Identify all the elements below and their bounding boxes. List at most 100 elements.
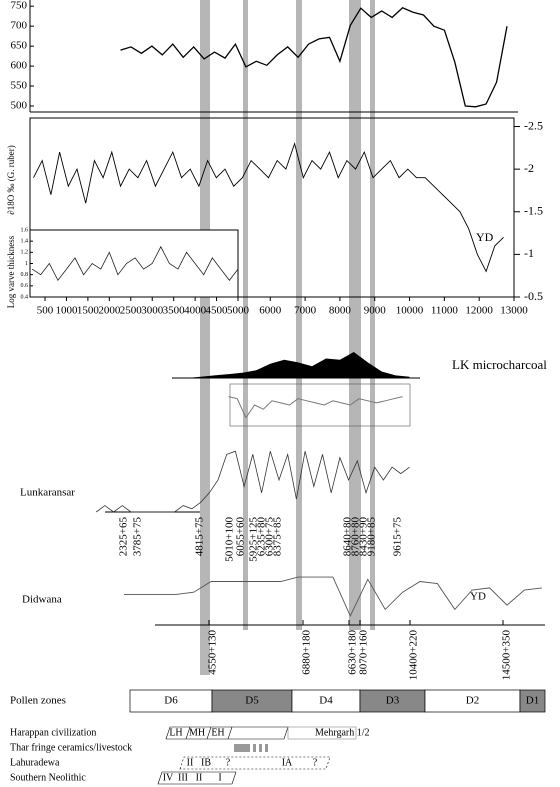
x-tick-label: 8000	[329, 305, 352, 317]
y-tick-label: -2	[524, 161, 534, 175]
row-label: Southern Neolithic	[10, 772, 86, 783]
phase-label: II	[196, 772, 203, 783]
trace-frame	[229, 383, 411, 427]
x-tick-label: 12000	[465, 305, 493, 317]
phase-divider	[185, 726, 233, 740]
annotation: YD	[470, 591, 486, 603]
zone-label: D3	[386, 695, 400, 707]
date-label: 8430+90	[358, 517, 370, 557]
date-label: 3785+75	[132, 517, 144, 557]
phase-label: IB	[201, 757, 211, 768]
phase-label: I	[218, 772, 221, 783]
phase-label: ?	[313, 757, 318, 768]
x-tick-label: 1000	[55, 305, 78, 317]
zone-label: D4	[319, 695, 333, 707]
row-label: Pollen zones	[10, 695, 66, 707]
x-tick-label: 2500	[120, 305, 143, 317]
data-line	[31, 245, 239, 282]
x-tick-label: 3000	[141, 305, 164, 317]
x-tick-label: 7000	[294, 305, 317, 317]
x-tick-label: 500	[37, 305, 54, 317]
phase-label: III	[178, 772, 188, 783]
y-tick-label: 0.4	[21, 294, 29, 300]
row-label: Harappan civilization	[10, 727, 96, 738]
data-line	[33, 142, 504, 273]
y-tick-label: -0.5	[524, 289, 543, 303]
date-label: 14500+350	[501, 630, 513, 681]
phase-label: MH	[189, 727, 205, 738]
ceramics-bar	[234, 744, 250, 752]
y-tick-label: -1.5	[524, 204, 543, 218]
phase-box	[179, 756, 331, 770]
zone-label: D5	[245, 695, 259, 707]
date-label: 8760+80	[350, 517, 362, 557]
y-tick-label: 1.2	[21, 250, 29, 256]
date-label: 8070+160	[358, 630, 370, 675]
x-tick-label: 11000	[431, 305, 459, 317]
phase-box	[287, 726, 357, 740]
y-tick-label: 1.4	[21, 239, 29, 245]
date-label: 6300+75	[264, 517, 276, 557]
annotation: YD	[476, 230, 494, 244]
chart-title: LK microcharcoal	[452, 357, 547, 372]
x-tick-label: 1500	[77, 305, 100, 317]
date-label: 6235+80	[256, 517, 268, 557]
data-area	[172, 352, 410, 378]
phase-label: IV	[163, 772, 174, 783]
chart-title: Didwana	[22, 594, 62, 606]
x-tick-label: 3500	[163, 305, 186, 317]
x-tick-label: 4000	[184, 305, 207, 317]
date-label: 6880+180	[301, 630, 313, 675]
y-tick-label: 750	[11, 0, 28, 12]
date-label: 8375+85	[272, 517, 284, 557]
y-tick-label: -2.5	[524, 118, 543, 132]
date-label: 4815+75	[194, 517, 206, 557]
row-label: Thar fringe ceramics/livestock	[10, 742, 132, 753]
date-label: 9180+85	[366, 517, 378, 557]
phase-label: ?	[226, 757, 231, 768]
zone-label: D2	[466, 695, 479, 707]
data-line	[124, 576, 542, 617]
y-tick-label: 700	[11, 20, 28, 32]
y-tick-label: 0.8	[21, 272, 29, 278]
date-label: 9615+75	[392, 517, 404, 557]
phase-label: EH	[211, 727, 224, 738]
ceramics-bar	[253, 744, 256, 752]
row-label: Lahuradewa	[10, 757, 60, 768]
band	[243, 0, 248, 630]
y-tick-label: 500	[11, 100, 28, 112]
plot-frame	[29, 117, 515, 298]
band	[370, 0, 375, 630]
x-tick-label: 10000	[396, 305, 424, 317]
ceramics-bar	[265, 744, 268, 752]
y-tick-label: 650	[11, 40, 28, 52]
zone-label: D1	[526, 695, 539, 707]
date-label: 6630+180	[347, 630, 359, 675]
phase-box	[157, 771, 237, 785]
y-tick-label: 550	[11, 80, 28, 92]
date-label: 5010+100	[224, 517, 236, 562]
x-tick-label: 5000	[227, 305, 250, 317]
band	[200, 0, 210, 675]
data-line	[228, 396, 403, 419]
y-tick-label: 600	[11, 60, 28, 72]
zone	[519, 689, 546, 713]
phase-box	[165, 726, 289, 740]
date-label: 6055+60	[235, 517, 247, 557]
x-tick-label: 6000	[259, 305, 282, 317]
chart-title: Lunkaransar	[20, 487, 75, 499]
band	[296, 0, 302, 630]
x-tick-label: 9000	[364, 305, 387, 317]
ceramics-bar	[259, 744, 262, 752]
data-line	[95, 450, 410, 513]
y-tick-label: -1	[524, 246, 534, 260]
phase-label: Mehrgarh 1/2	[315, 727, 370, 738]
y-tick-label: 1.6	[21, 227, 29, 233]
data-line	[120, 7, 508, 108]
x-tick-label: 13000	[500, 305, 528, 317]
date-label: 4550+130	[207, 630, 219, 675]
phase-label: II	[187, 757, 194, 768]
x-tick-label: 4500	[206, 305, 229, 317]
date-label: 5925+125	[248, 517, 260, 562]
